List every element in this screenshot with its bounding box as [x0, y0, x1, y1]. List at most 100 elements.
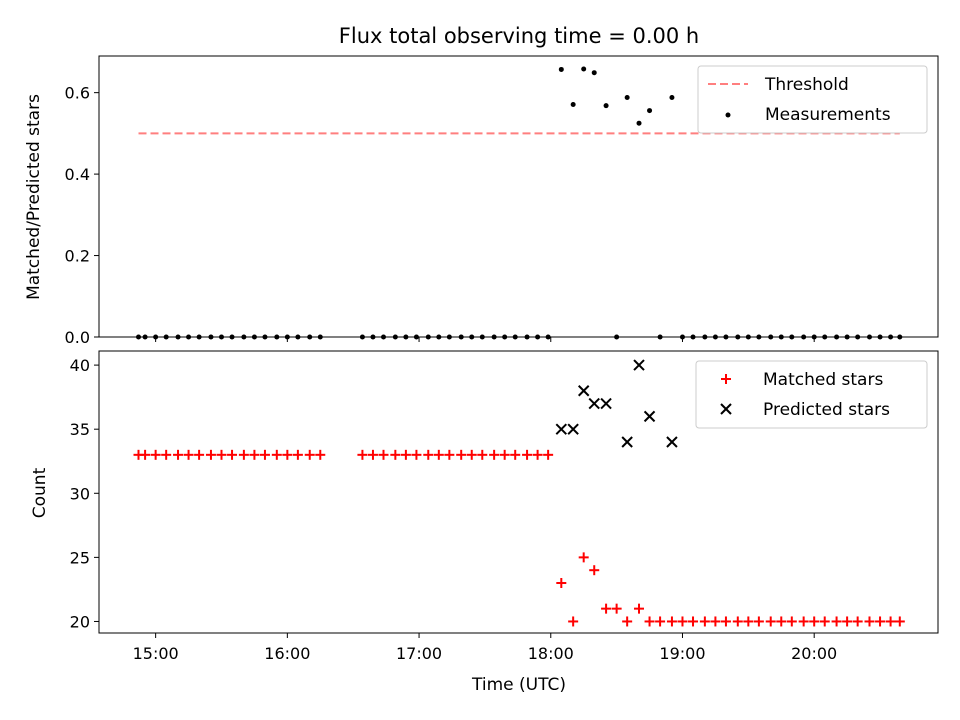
- matched-star-point: [644, 616, 655, 627]
- matched-star-point: [510, 449, 521, 460]
- measurement-point: [436, 334, 442, 340]
- count-y-ticks: 20 25 30 35 40: [70, 356, 99, 631]
- matched-star-point: [499, 449, 510, 460]
- matched-star-point: [842, 616, 853, 627]
- matched-star-point: [140, 449, 151, 460]
- measurement-point: [834, 334, 840, 340]
- measurement-point: [789, 334, 795, 340]
- x-tick-label: 19:00: [659, 644, 705, 663]
- matched-star-point: [831, 616, 842, 627]
- matched-star-point: [578, 552, 589, 563]
- measurement-point: [614, 334, 620, 340]
- matched-star-point: [367, 449, 378, 460]
- measurement-point: [745, 334, 751, 340]
- measurement-point: [679, 334, 685, 340]
- predicted-star-point: [577, 385, 590, 397]
- count-panel: Count 20 25 30 35 40 15:00 16:00 17:00 18:00 19:…: [30, 350, 939, 695]
- matched-star-point: [282, 449, 293, 460]
- predicted-star-point: [621, 436, 633, 448]
- measurement-point: [581, 66, 587, 72]
- ratio-legend: Threshold Measurements: [697, 65, 928, 134]
- measurement-point: [756, 334, 762, 340]
- ratio-legend-box: [697, 65, 928, 134]
- matched-star-point: [601, 603, 612, 614]
- measurement-point: [690, 334, 696, 340]
- measurement-point: [251, 334, 257, 340]
- measurement-point: [186, 334, 192, 340]
- matched-star-point: [194, 449, 205, 460]
- measurement-point: [778, 334, 784, 340]
- matched-star-point: [894, 616, 905, 627]
- measurement-point: [469, 334, 475, 340]
- matched-star-point: [875, 616, 886, 627]
- measurement-point: [307, 334, 313, 340]
- matched-star-point: [315, 449, 326, 460]
- matched-star-point: [852, 616, 863, 627]
- chart-title: Flux total observing time = 0.00 h: [339, 24, 699, 48]
- measurement-point: [636, 120, 642, 126]
- legend-threshold-label: Threshold: [764, 75, 849, 95]
- count-y-axis-label: Count: [30, 467, 50, 518]
- x-tick-label: 15:00: [133, 644, 179, 663]
- matched-star-point: [390, 449, 401, 460]
- matched-star-point: [249, 449, 260, 460]
- measurement-point: [702, 334, 708, 340]
- measurement-points: [136, 66, 903, 340]
- measurement-point: [570, 101, 576, 107]
- matched-star-point: [589, 565, 600, 576]
- measurement-point: [370, 334, 376, 340]
- matched-star-point: [489, 449, 500, 460]
- measurement-point: [657, 334, 663, 340]
- ratio-y-axis-label: Matched/Predicted stars: [24, 94, 44, 300]
- matched-star-point: [710, 616, 721, 627]
- measurement-point: [425, 334, 431, 340]
- ratio-y-tick-label: 0.0: [65, 328, 90, 347]
- count-y-tick-label: 20: [70, 612, 90, 631]
- measurement-point: [163, 334, 169, 340]
- matched-star-point: [477, 449, 488, 460]
- measurement-point: [591, 70, 597, 76]
- ratio-axes-frame: [98, 55, 939, 338]
- measurement-point: [502, 334, 508, 340]
- matched-star-point: [776, 616, 787, 627]
- matched-star-point: [522, 449, 533, 460]
- x-tick-label: 17:00: [396, 644, 442, 663]
- matched-star-point: [568, 616, 579, 627]
- measurement-point: [712, 334, 718, 340]
- matched-stars-points: [133, 449, 905, 627]
- matched-star-point: [466, 449, 477, 460]
- matched-star-point: [699, 616, 710, 627]
- matched-star-point: [400, 449, 411, 460]
- matched-star-point: [864, 616, 875, 627]
- matched-star-point: [655, 616, 666, 627]
- measurement-point: [669, 95, 675, 101]
- measurement-point: [735, 334, 741, 340]
- measurement-point: [136, 334, 142, 340]
- matched-star-point: [292, 449, 303, 460]
- matched-star-point: [238, 449, 249, 460]
- legend-predicted-marker: [720, 403, 732, 415]
- predicted-stars-points: [555, 359, 678, 448]
- measurement-point: [208, 334, 214, 340]
- matched-star-point: [556, 578, 567, 589]
- measurement-point: [624, 95, 630, 101]
- measurement-point: [558, 66, 564, 72]
- measurement-point: [512, 334, 518, 340]
- x-tick-label: 16:00: [264, 644, 310, 663]
- count-y-tick-label: 30: [70, 484, 90, 503]
- count-x-ticks: 15:00 16:00 17:00 18:00 19:00 20:00: [133, 633, 837, 663]
- matched-star-point: [885, 616, 896, 627]
- measurement-point: [811, 334, 817, 340]
- matched-star-point: [611, 603, 622, 614]
- matched-star-point: [161, 449, 172, 460]
- legend-matched-marker: [721, 374, 731, 384]
- legend-measurements-label: Measurements: [765, 105, 891, 125]
- legend-measurements-swatch: [725, 112, 731, 118]
- measurement-point: [524, 334, 530, 340]
- measurement-point: [458, 334, 464, 340]
- measurement-point: [274, 334, 280, 340]
- measurement-point: [603, 103, 609, 109]
- measurement-point: [897, 334, 903, 340]
- legend-matched-label: Matched stars: [763, 370, 883, 390]
- measurement-point: [218, 334, 224, 340]
